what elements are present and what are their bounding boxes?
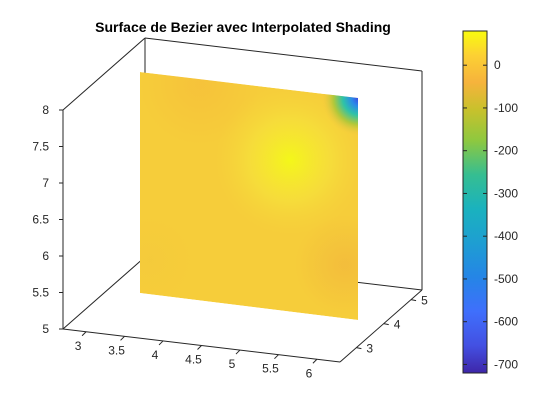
x-tick-label: 5.5: [262, 362, 279, 376]
z-tick-label: 8: [42, 103, 49, 117]
z-tick-label: 5: [42, 322, 49, 336]
y-tick-label: 5: [421, 294, 428, 308]
x-tick-mark: [158, 340, 164, 346]
y-tick-mark: [356, 347, 362, 350]
x-tick-mark: [81, 331, 87, 337]
y-axis-ticks: 3 4 5: [356, 294, 428, 356]
colorbar-tick-label: -100: [494, 101, 518, 115]
colorbar-tick-label: -500: [494, 272, 518, 286]
x-tick-label: 4.5: [185, 353, 202, 367]
x-tick-label: 6: [306, 366, 313, 380]
colorbar-ticks: 0 -100 -200 -300 -400 -500 -600 -700: [463, 58, 518, 371]
x-tick-label: 4: [152, 348, 159, 362]
x-tick-mark: [274, 354, 279, 360]
x-tick-label: 5: [229, 357, 236, 371]
x-tick-mark: [120, 335, 125, 341]
y-tick-label: 3: [366, 342, 373, 356]
colorbar-tick-label: 0: [494, 58, 501, 72]
y-tick-mark: [383, 323, 389, 326]
colorbar: 0 -100 -200 -300 -400 -500 -600 -700: [462, 30, 518, 374]
y-tick-mark: [410, 299, 417, 302]
z-tick-label: 6.5: [32, 213, 49, 227]
chart-title: Surface de Bezier avec Interpolated Shad…: [95, 19, 391, 35]
colorbar-tick-label: -300: [494, 186, 518, 200]
x-tick-mark: [197, 345, 202, 350]
colorbar-tick-label: -700: [494, 357, 518, 371]
z-tick-label: 7: [42, 176, 49, 190]
bezier-surface: [140, 72, 358, 320]
z-tick-label: 7.5: [32, 140, 49, 154]
z-tick-label: 6: [42, 249, 49, 263]
x-tick-mark: [312, 358, 318, 364]
colorbar-tick-label: -400: [494, 229, 518, 243]
x-axis-ticks: 3 3.5 4 4.5 5 5.5 6: [75, 331, 318, 380]
y-tick-label: 4: [394, 318, 401, 332]
x-tick-label: 3: [75, 339, 82, 353]
z-axis-ticks: 5 5.5 6 6.5 7 7.5 8: [32, 103, 63, 336]
colorbar-gradient: [462, 30, 488, 374]
z-tick-label: 5.5: [32, 286, 49, 300]
x-tick-mark: [235, 349, 241, 355]
colorbar-tick-label: -600: [494, 315, 518, 329]
x-tick-label: 3.5: [108, 343, 125, 357]
colorbar-tick-label: -200: [494, 144, 518, 158]
